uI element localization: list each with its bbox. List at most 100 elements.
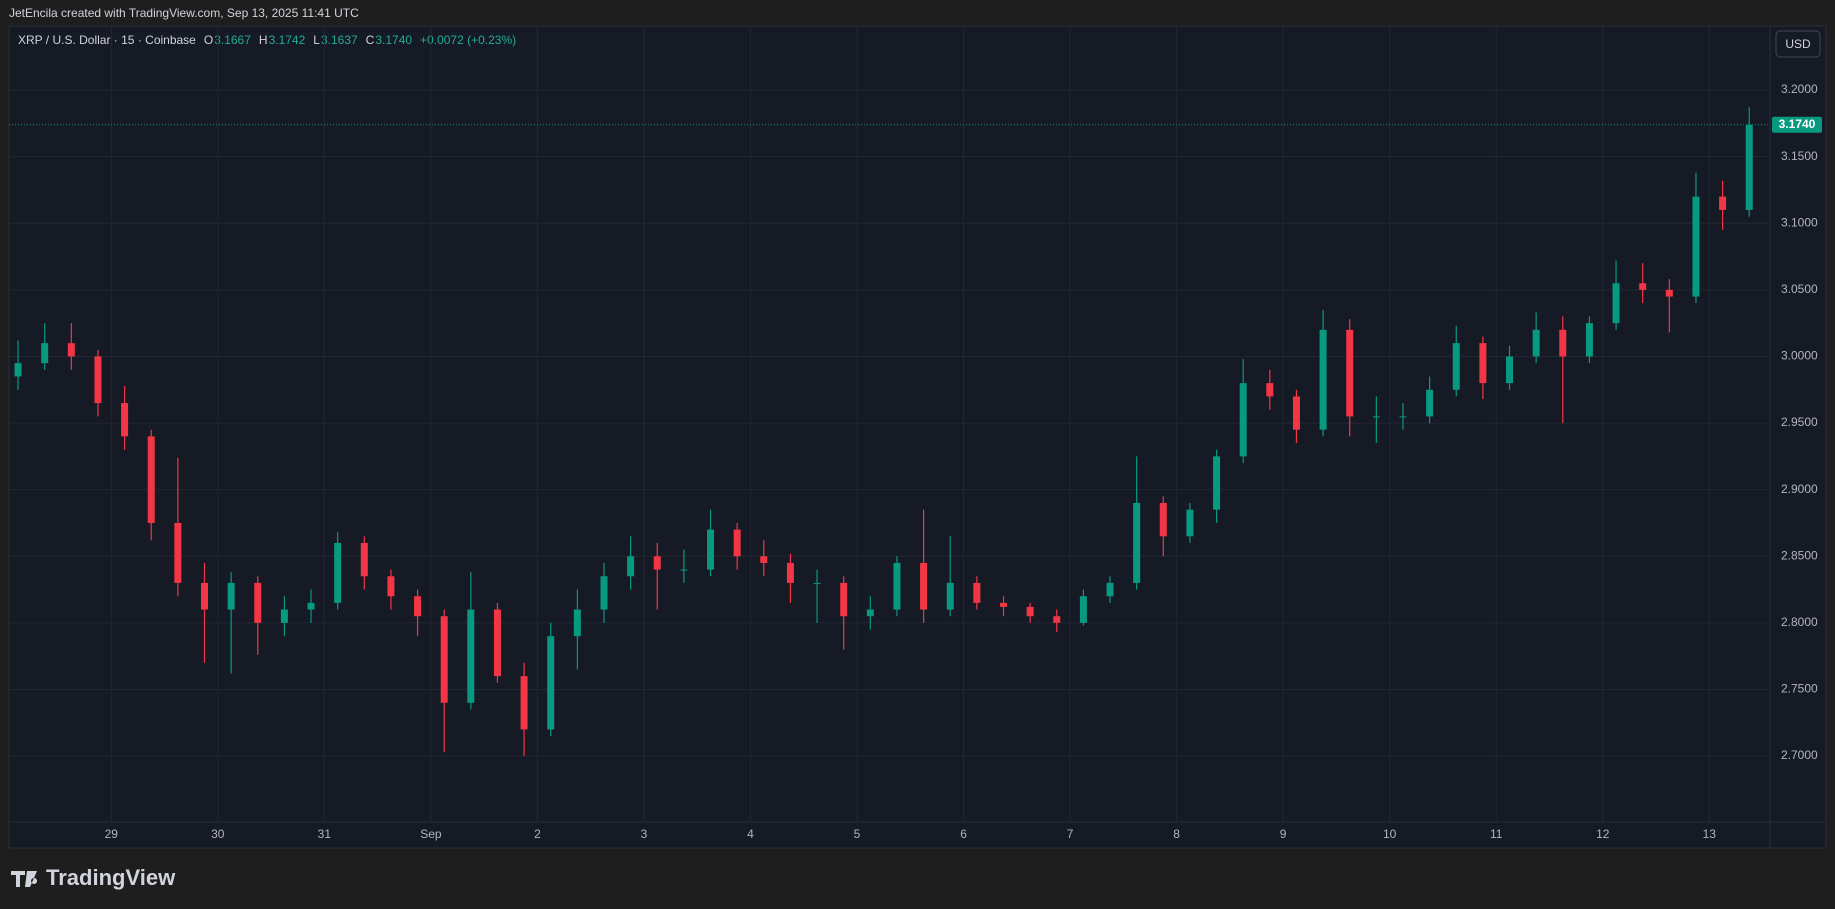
y-tick-label: 2.9000 (1781, 482, 1818, 496)
candle-body (627, 556, 635, 577)
y-tick-label: 2.9500 (1781, 415, 1818, 429)
candle-body (1426, 389, 1434, 417)
candle-body (1585, 323, 1593, 357)
ohlc-value: 3.1742 (269, 33, 306, 47)
ohlc-value: 3.1637 (321, 33, 358, 47)
x-tick-label: Sep (420, 827, 442, 841)
logo-icon (11, 871, 38, 887)
candle-body (14, 363, 22, 377)
candle-body (1559, 329, 1567, 357)
x-tick-label: 13 (1703, 827, 1717, 841)
candle-body (307, 602, 315, 610)
brand: TradingView (46, 865, 176, 890)
candle-body (254, 582, 262, 623)
candle-body (680, 569, 688, 571)
candle-body (1079, 596, 1087, 623)
x-tick-label: 30 (211, 827, 225, 841)
candle-body (227, 582, 235, 610)
chart-title: XRP / U.S. Dollar · 15 · Coinbase (18, 33, 196, 47)
candle-body (121, 403, 129, 437)
candle-body (893, 562, 901, 610)
candle-body (1452, 343, 1460, 390)
candle-body (920, 562, 928, 610)
logo: TradingView (11, 865, 176, 890)
candle-body (147, 436, 155, 523)
last-price-label: 3.1740 (1779, 117, 1816, 131)
candle-body (1745, 124, 1753, 210)
y-tick-label: 3.0000 (1781, 349, 1818, 363)
candle-body (547, 636, 555, 730)
candle-body (1053, 616, 1061, 623)
y-tick-label: 3.0500 (1781, 282, 1818, 296)
ohlc-value: 3.1667 (214, 33, 251, 47)
ohlc-label: C (366, 33, 375, 47)
candle-body (1026, 606, 1034, 617)
y-tick-label: 3.1000 (1781, 215, 1818, 229)
x-tick-label: 8 (1173, 827, 1180, 841)
candle-body (760, 556, 768, 563)
attribution: JetEncila created with TradingView.com, … (9, 6, 359, 20)
candle-body (1159, 502, 1167, 537)
candle-body (1239, 383, 1247, 457)
candle-body (520, 676, 528, 730)
candle-body (493, 609, 501, 677)
candle-body (1106, 582, 1114, 597)
candle-body (573, 609, 581, 637)
x-tick-label: 12 (1596, 827, 1610, 841)
candle-body (1532, 329, 1540, 357)
candle-body (786, 562, 794, 583)
candle-body (360, 542, 368, 577)
x-tick-label: 3 (641, 827, 648, 841)
candle-body (1639, 283, 1647, 290)
x-tick-label: 6 (960, 827, 967, 841)
candle-body (67, 343, 75, 357)
candle-body (200, 582, 208, 610)
y-tick-label: 2.8500 (1781, 548, 1818, 562)
x-tick-label: 11 (1490, 827, 1503, 841)
candle-body (1692, 196, 1700, 297)
candle-body (174, 522, 182, 583)
ohlc-value: 3.1740 (375, 33, 412, 47)
x-tick-label: 9 (1280, 827, 1287, 841)
candle-body (387, 576, 395, 597)
ohlc-label: L (313, 33, 320, 47)
candle-body (1665, 289, 1673, 297)
candle-body (866, 609, 874, 617)
ohlc-label: O (204, 33, 213, 47)
y-tick-label: 2.7000 (1781, 748, 1818, 762)
candle-body (840, 582, 848, 617)
candle-body (1612, 283, 1620, 324)
ohlc-label: H (259, 33, 268, 47)
y-tick-label: 2.8000 (1781, 615, 1818, 629)
candle-body (1506, 356, 1514, 384)
x-tick-label: 5 (854, 827, 861, 841)
currency[interactable]: USD (1785, 37, 1811, 51)
candle-body (1213, 456, 1221, 510)
candle-body (707, 529, 715, 570)
x-tick-label: 31 (318, 827, 332, 841)
candle-body (334, 542, 342, 603)
candle-body (946, 582, 954, 610)
change: +0.0072 (+0.23%) (420, 33, 516, 47)
x-tick-label: 7 (1067, 827, 1074, 841)
currency-button[interactable] (1775, 30, 1821, 58)
chart-frame (8, 25, 1827, 849)
candle-body (467, 609, 475, 703)
candle-body (813, 582, 821, 584)
candle-body (280, 609, 288, 623)
x-tick-label: 4 (747, 827, 754, 841)
candle-body (733, 529, 741, 557)
candle-body (41, 343, 49, 364)
candle-body (999, 602, 1007, 607)
candle-body (1186, 509, 1194, 537)
candle-body (1346, 329, 1354, 417)
legend: XRP / U.S. Dollar · 15 · Coinbase O 3.1667… (18, 33, 516, 47)
x-tick-label: 2 (534, 827, 541, 841)
candle-body (94, 356, 102, 404)
candle-body (1292, 396, 1300, 430)
candle-body (1479, 343, 1487, 384)
candle-body (1372, 416, 1380, 418)
candle-body (1399, 416, 1407, 418)
